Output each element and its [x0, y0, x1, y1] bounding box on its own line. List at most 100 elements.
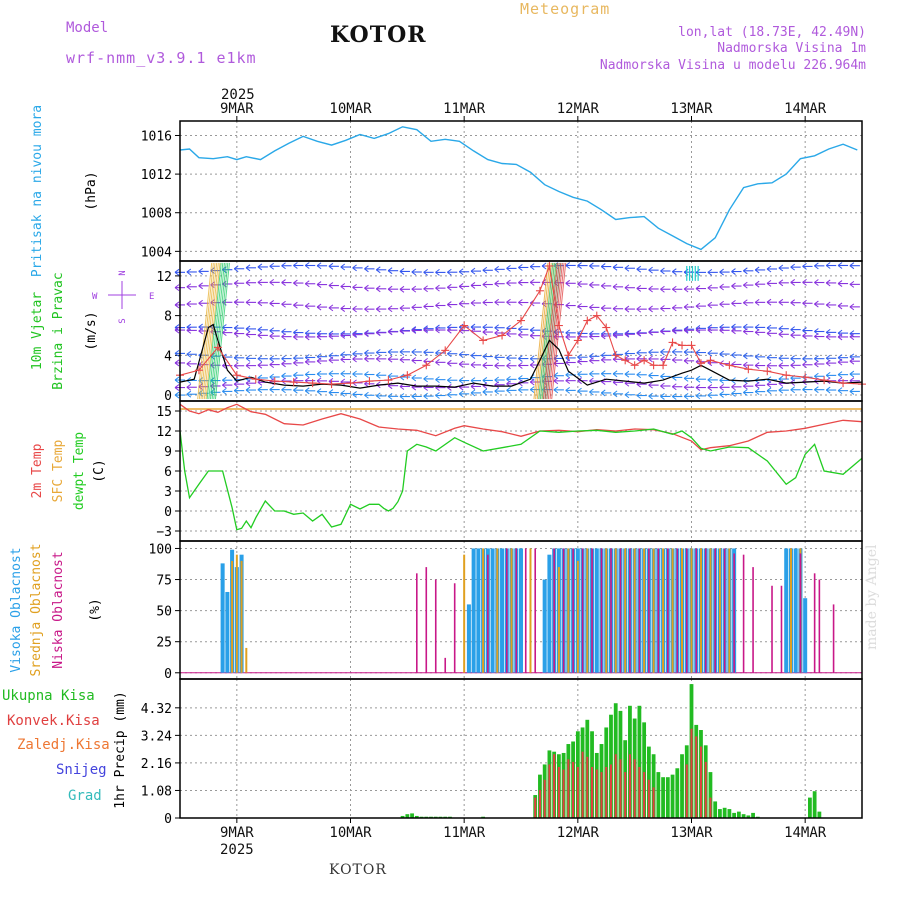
cloud-axis-unit: (%) [88, 598, 103, 621]
wind-arrow-head [743, 281, 748, 286]
wind-arrow-head [589, 336, 594, 340]
wind-arrow-head [304, 280, 310, 285]
wind-arrow-head [624, 308, 630, 313]
total-precip-bar [651, 754, 656, 818]
cloud-tick-label: 25 [156, 636, 172, 651]
wind-arrow-head [281, 363, 286, 368]
wind-arrow-head [778, 301, 784, 306]
wind-arrow-head [494, 280, 499, 285]
high-cloud-bar [471, 548, 476, 673]
wind-arrow-head [257, 302, 263, 307]
wind-arrow-head [695, 305, 701, 310]
wind-arrow-head [293, 389, 298, 394]
wind-arrow-head [577, 265, 582, 269]
wind-arrow-head [494, 298, 499, 303]
wind-arrow-head [198, 299, 203, 304]
wind-arrow-head [612, 393, 618, 398]
wind-arrow-head [482, 365, 488, 369]
wind-arrow-head [624, 305, 630, 310]
wind-arrow-head [316, 303, 322, 308]
low-cloud-bar [572, 548, 574, 673]
wind-arrow-head [790, 379, 795, 383]
mid-cloud-bar [643, 548, 646, 673]
wind-arrow-head [814, 355, 819, 360]
wind-arrow-head [340, 378, 346, 383]
wind-arrow-head [198, 323, 203, 328]
wind-arrow-head [683, 285, 689, 290]
conv-precip-bar [562, 769, 565, 818]
watermark: made by Angel [864, 544, 880, 651]
wind-arrow-head [778, 330, 784, 335]
wind-arrow-head [375, 332, 381, 337]
wind-arrow-head [518, 362, 523, 366]
wind-arrow-head [435, 358, 440, 363]
wind-arrow-head [731, 326, 736, 331]
wind-arrow-head [435, 272, 440, 276]
low-cloud-bar [581, 548, 584, 673]
wind-arrow-head [233, 282, 239, 287]
cloud-tick-label: 75 [156, 574, 172, 589]
wind-arrow-head [577, 280, 582, 285]
wind-arrow-head [304, 390, 310, 395]
wind-arrow-head [707, 287, 713, 292]
wind-arrow-head [435, 392, 440, 396]
wind-arrow-head [364, 352, 369, 357]
wind-arrow-head [529, 278, 535, 283]
wind-arrow-head [529, 335, 535, 340]
wind-arrow-head [565, 279, 571, 284]
wind-arrow-head [340, 390, 346, 394]
wind-arrow-head [518, 267, 523, 271]
conv-precip-bar [652, 787, 655, 818]
wind-arrow-head [660, 348, 665, 353]
wind-arrow-head [399, 386, 405, 390]
wind-arrow-head [553, 380, 559, 385]
wind-arrow-head [719, 386, 724, 391]
wind-arrow-head [304, 302, 310, 307]
wind-arrow-head [364, 333, 369, 338]
wind-arrow-head [458, 300, 464, 305]
top-date-label: 9MAR [220, 101, 254, 117]
wind-arrow-head [316, 262, 322, 267]
wind-arrow-head [754, 328, 760, 333]
footer-station: KOTOR [329, 862, 387, 878]
wind-arrow-head [743, 385, 748, 390]
mid-cloud-bar [586, 548, 589, 673]
wind-arrow-head [518, 299, 523, 303]
wind-arrow-head [482, 331, 488, 336]
wind-arrow-head [802, 364, 807, 369]
conv-precip-bar [605, 766, 608, 818]
wind-arrow-head [352, 373, 357, 378]
wind-arrow-head [316, 388, 322, 393]
wind-arrow-head [743, 364, 748, 369]
wind-arrow-head [624, 350, 630, 354]
wind-arrow-head [233, 279, 239, 284]
wind-arrow-head [494, 376, 499, 381]
wind-arrow-head [612, 331, 618, 336]
mid-cloud-bar [463, 554, 466, 673]
wind-arrow-head [447, 286, 452, 291]
wind-arrow-head [494, 362, 499, 367]
wind-arrow-head [849, 262, 855, 267]
temp-tick-label: 6 [164, 465, 172, 480]
wind-arrow-head [660, 382, 665, 387]
wind-arrow-head [423, 325, 428, 330]
wind-arrow-head [719, 394, 724, 398]
wind-arrow-head [743, 299, 748, 304]
wind-arrow-head [683, 395, 689, 400]
wind-arrow-head [612, 263, 618, 268]
wind-arrow-head [743, 361, 748, 366]
wind-arrow-head [589, 284, 594, 289]
wind-arrow-head [328, 359, 334, 364]
wind-arrow-head [186, 390, 192, 395]
wind-arrow-head [233, 365, 239, 370]
high-cloud-bar [518, 548, 524, 673]
wind-arrow-head [624, 330, 630, 334]
wind-arrow-head [340, 263, 346, 268]
precip-legend-item: Konvek.Kisa [7, 713, 100, 729]
wind-arrow-head [849, 356, 855, 361]
wind-arrow-head [458, 354, 464, 359]
wind-arrow-head [612, 308, 618, 313]
wind-arrow-head [837, 377, 843, 382]
wind-arrow-head [281, 377, 286, 382]
wind-arrow-head [612, 358, 618, 363]
